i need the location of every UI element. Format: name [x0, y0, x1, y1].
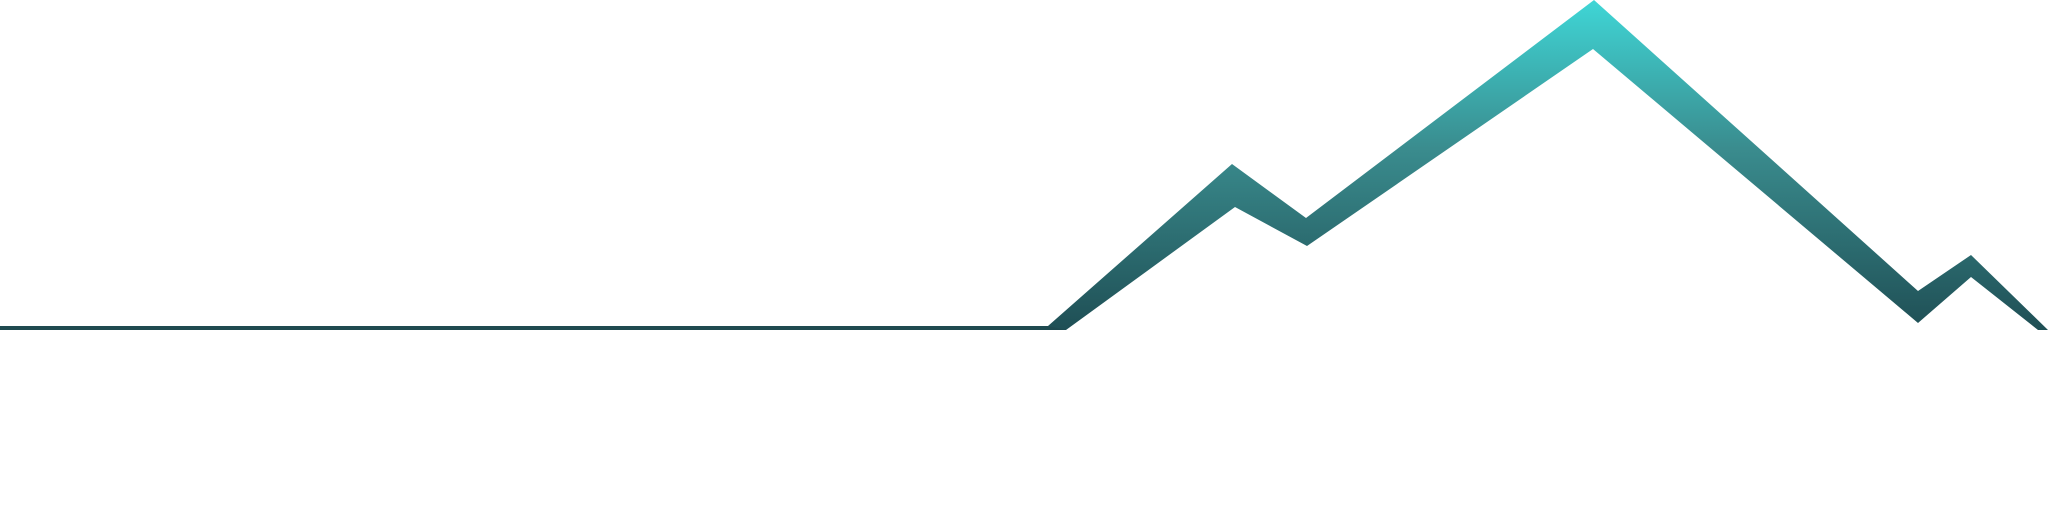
mountain-ridge — [1048, 0, 2048, 330]
horizon-line — [0, 326, 1066, 330]
